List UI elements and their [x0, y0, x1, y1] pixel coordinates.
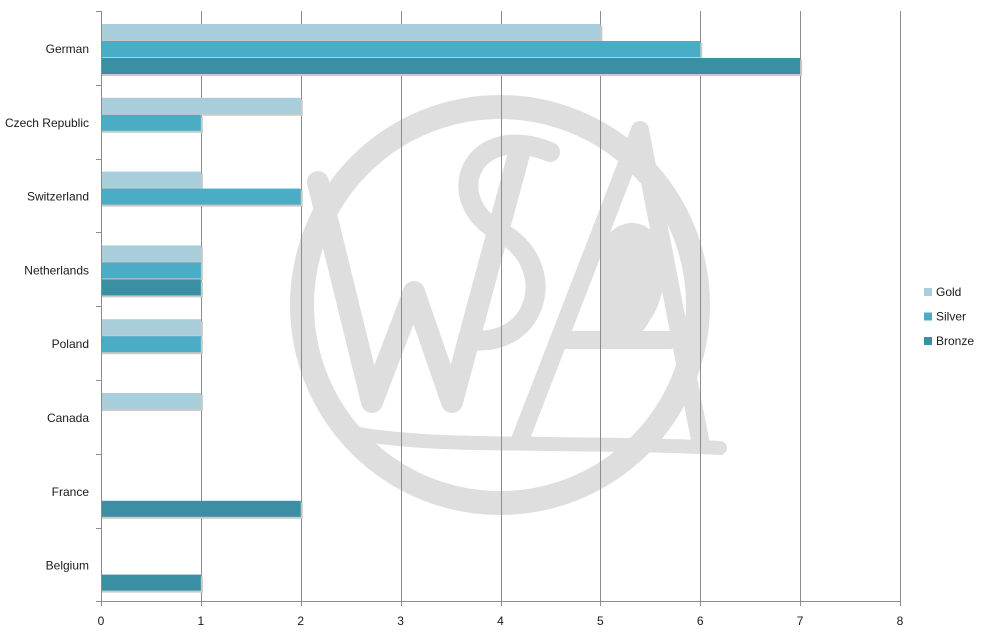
- bar-belgium-bronze: [101, 574, 201, 591]
- bar-german-bronze: [101, 58, 801, 74]
- bar-german-silver: [101, 41, 701, 57]
- x-tick-label-6: 6: [697, 614, 704, 628]
- wsa-watermark-logo: [290, 95, 727, 515]
- legend-swatch-silver: [924, 312, 932, 321]
- axes: 0 1 2 3 4 5 6 7 8 German Czech Republic Switzerland…: [5, 11, 904, 628]
- bar-netherlands-silver: [101, 262, 201, 279]
- bar-german-gold: [101, 24, 601, 40]
- legend-label-silver: Silver: [936, 310, 966, 324]
- bar-poland-silver: [101, 336, 201, 353]
- bar-czech-republic-silver: [101, 114, 201, 131]
- grid-lines: [201, 11, 901, 601]
- legend: Gold Silver Bronze: [924, 285, 974, 348]
- y-tick-label-belgium: Belgium: [46, 559, 89, 573]
- legend-swatch-gold: [924, 288, 932, 296]
- y-tick-label-canada: Canada: [47, 411, 89, 425]
- legend-label-bronze: Bronze: [936, 334, 974, 348]
- bar-czech-republic-gold: [101, 97, 301, 114]
- x-tick-label-0: 0: [98, 614, 105, 628]
- watermark-figure: [600, 223, 665, 347]
- x-tick-label-7: 7: [797, 614, 804, 628]
- bar-canada-gold: [101, 393, 201, 409]
- bar-netherlands-gold: [101, 245, 201, 262]
- y-tick-label-netherlands: Netherlands: [24, 263, 89, 277]
- bar-netherlands-bronze: [101, 279, 201, 296]
- y-tick-label-german: German: [46, 42, 89, 56]
- watermark-letter-s: [458, 134, 560, 351]
- bar-switzerland-silver: [101, 188, 301, 205]
- bar-switzerland-gold: [101, 171, 201, 188]
- y-tick-label-czech-republic: Czech Republic: [5, 116, 89, 130]
- legend-swatch-bronze: [924, 337, 932, 345]
- bar-france-bronze: [101, 500, 301, 517]
- bars: [101, 24, 803, 593]
- x-tick-label-1: 1: [198, 614, 205, 628]
- x-tick-label-5: 5: [597, 614, 604, 628]
- y-tick-label-switzerland: Switzerland: [27, 190, 89, 204]
- y-tick-label-poland: Poland: [52, 337, 89, 351]
- x-tick-label-8: 8: [897, 614, 904, 628]
- y-tick-label-france: France: [52, 485, 90, 499]
- x-tick-label-3: 3: [397, 614, 404, 628]
- legend-label-gold: Gold: [936, 285, 961, 299]
- watermark-swoosh: [333, 423, 727, 455]
- x-tick-label-4: 4: [497, 614, 504, 628]
- bar-poland-gold: [101, 319, 201, 336]
- watermark-letter-w: [307, 139, 531, 413]
- x-tick-label-2: 2: [297, 614, 304, 628]
